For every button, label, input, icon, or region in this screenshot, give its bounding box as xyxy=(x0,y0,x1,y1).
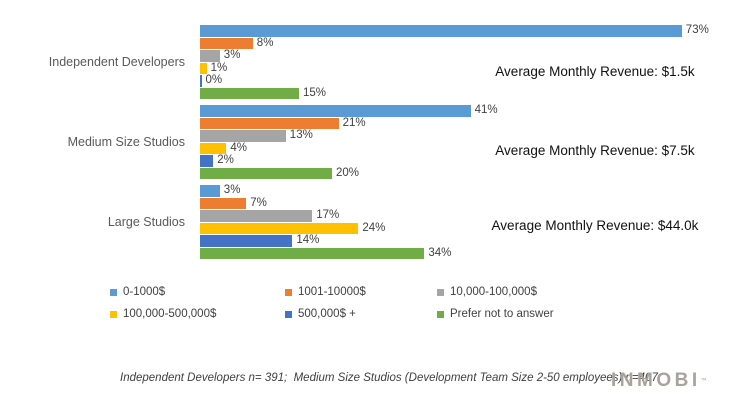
bar-value-label: 0% xyxy=(205,74,223,86)
legend-label: 10,000-100,000$ xyxy=(450,286,537,298)
bar-value-label: 7% xyxy=(250,196,267,209)
bar-500-000- xyxy=(200,75,202,87)
category-label: Large Studios xyxy=(107,215,185,229)
bar-0-1000- xyxy=(200,25,682,37)
bar-value-label: 21% xyxy=(342,116,366,129)
average-revenue-annotation: Average Monthly Revenue: $7.5k xyxy=(495,143,695,158)
bar-prefer-not-to-answer xyxy=(200,167,332,179)
bar-value-label: 20% xyxy=(336,166,360,179)
bar-value-label: 1% xyxy=(210,61,228,74)
legend-swatch xyxy=(437,288,444,296)
bar-1001-10000- xyxy=(200,117,339,129)
legend-label: Prefer not to answer xyxy=(450,308,554,320)
legend-item: 500,000$ + xyxy=(285,306,356,322)
bar-value-label: 24% xyxy=(362,221,386,234)
legend-label: 500,000$ + xyxy=(298,308,356,320)
bar-500-000- xyxy=(200,235,293,247)
bar-value-label: 4% xyxy=(230,141,248,154)
bar-prefer-not-to-answer xyxy=(200,247,425,259)
bar-0-1000- xyxy=(200,185,220,197)
bar-1001-10000- xyxy=(200,197,247,209)
bar-100-000-500-000- xyxy=(200,142,227,154)
bar-0-1000- xyxy=(200,105,471,117)
bar-500-000- xyxy=(200,155,214,167)
bar-value-label: 73% xyxy=(685,24,709,36)
legend-item: 100,000-500,000$ xyxy=(110,306,216,322)
legend-item: 0-1000$ xyxy=(110,284,165,300)
legend-swatch xyxy=(110,310,117,318)
bar-10-000-100-000- xyxy=(200,50,220,62)
bar-prefer-not-to-answer xyxy=(200,87,299,99)
bar-value-label: 3% xyxy=(223,184,241,196)
bar-value-label: 34% xyxy=(428,246,452,259)
bar-100-000-500-000- xyxy=(200,62,207,74)
legend-swatch xyxy=(285,288,292,296)
bar-chart: Independent Developers 73% 8% 3% 1% 0% 15% Aver… xyxy=(48,24,709,259)
bar-value-label: 14% xyxy=(296,234,320,246)
category-label: Medium Size Studios xyxy=(67,135,185,149)
inmobi-logo: INMOBI™ xyxy=(611,370,741,392)
legend-item: 1001-10000$ xyxy=(285,284,366,300)
trademark-mark: ™ xyxy=(700,378,707,384)
bar-1001-10000- xyxy=(200,37,253,49)
legend-swatch xyxy=(437,310,444,318)
bar-value-label: 3% xyxy=(223,49,241,61)
footnote-line-1: Independent Developers n= 391; Medium Si… xyxy=(120,372,662,384)
bar-value-label: 17% xyxy=(316,209,340,221)
bar-value-label: 8% xyxy=(256,36,274,49)
category-label: Independent Developers xyxy=(48,55,185,69)
bar-value-label: 41% xyxy=(474,104,498,116)
legend-swatch xyxy=(110,288,117,296)
legend-swatch xyxy=(285,310,292,318)
average-revenue-annotation: Average Monthly Revenue: $1.5k xyxy=(495,64,695,79)
footnote: Independent Developers n= 391; Medium Si… xyxy=(120,336,661,415)
legend-label: 1001-10000$ xyxy=(298,286,366,298)
bar-100-000-500-000- xyxy=(200,222,359,234)
bar-value-label: 13% xyxy=(289,129,313,141)
bar-value-label: 2% xyxy=(217,154,234,166)
inmobi-logo-text: INMOBI xyxy=(611,370,701,391)
bar-10-000-100-000- xyxy=(200,130,286,142)
legend-item: Prefer not to answer xyxy=(437,306,554,322)
legend-item: 10,000-100,000$ xyxy=(437,284,537,300)
average-revenue-annotation: Average Monthly Revenue: $44.0k xyxy=(491,218,699,233)
legend-label: 100,000-500,000$ xyxy=(123,308,217,320)
chart-legend: 0-1000$ 1001-10000$ 10,000-100,000$ 100,000… xyxy=(110,284,580,328)
bar-value-label: 15% xyxy=(303,86,327,99)
bar-10-000-100-000- xyxy=(200,210,313,222)
legend-label: 0-1000$ xyxy=(123,286,166,298)
